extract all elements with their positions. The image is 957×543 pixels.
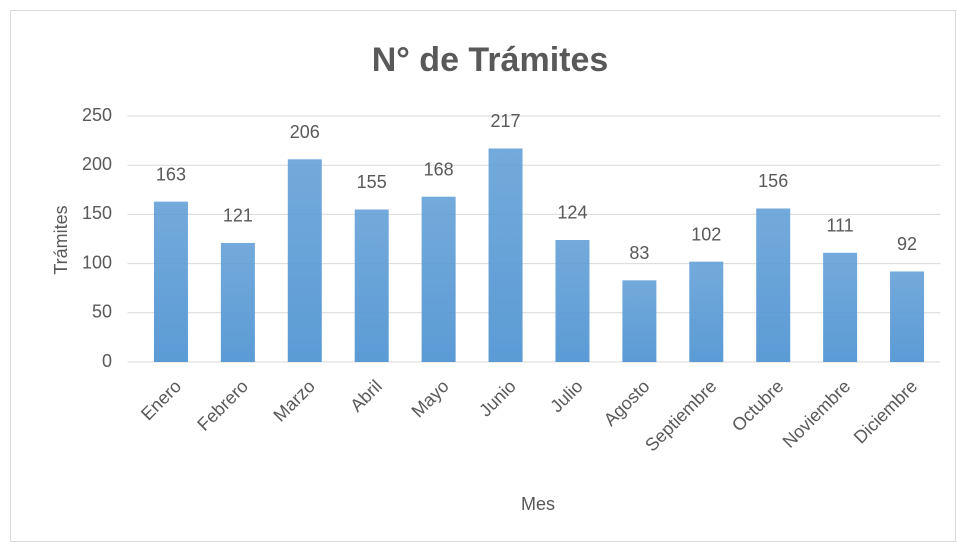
data-label: 83	[629, 243, 649, 263]
data-label: 217	[491, 111, 521, 131]
chart-frame	[10, 10, 956, 542]
y-tick-label: 50	[92, 302, 112, 322]
data-label: 155	[357, 172, 387, 192]
bar	[622, 280, 657, 362]
x-axis-title: Mes	[521, 494, 555, 514]
y-axis-title: Trámites	[51, 205, 71, 274]
y-tick-label: 250	[82, 105, 112, 125]
data-label: 102	[691, 224, 721, 244]
bar	[421, 196, 456, 362]
data-label: 121	[223, 206, 253, 226]
data-label: 124	[557, 203, 587, 223]
bar	[287, 159, 322, 362]
data-label: 168	[424, 159, 454, 179]
y-tick-label: 200	[82, 154, 112, 174]
bar	[756, 208, 791, 362]
bar	[689, 261, 724, 362]
y-tick-label: 100	[82, 252, 112, 272]
data-label: 111	[826, 216, 853, 236]
bar	[488, 148, 523, 362]
chart-title: N° de Trámites	[372, 41, 609, 79]
bar	[220, 242, 255, 362]
bar	[823, 252, 858, 362]
data-label: 206	[290, 122, 320, 142]
data-label: 163	[156, 164, 186, 184]
y-tick-label: 150	[82, 203, 112, 223]
data-label: 156	[758, 171, 788, 191]
bar	[890, 271, 925, 362]
bar	[153, 201, 188, 362]
y-tick-label: 0	[102, 351, 112, 371]
bar	[555, 239, 590, 362]
bar	[354, 209, 389, 362]
data-label: 92	[897, 234, 917, 254]
